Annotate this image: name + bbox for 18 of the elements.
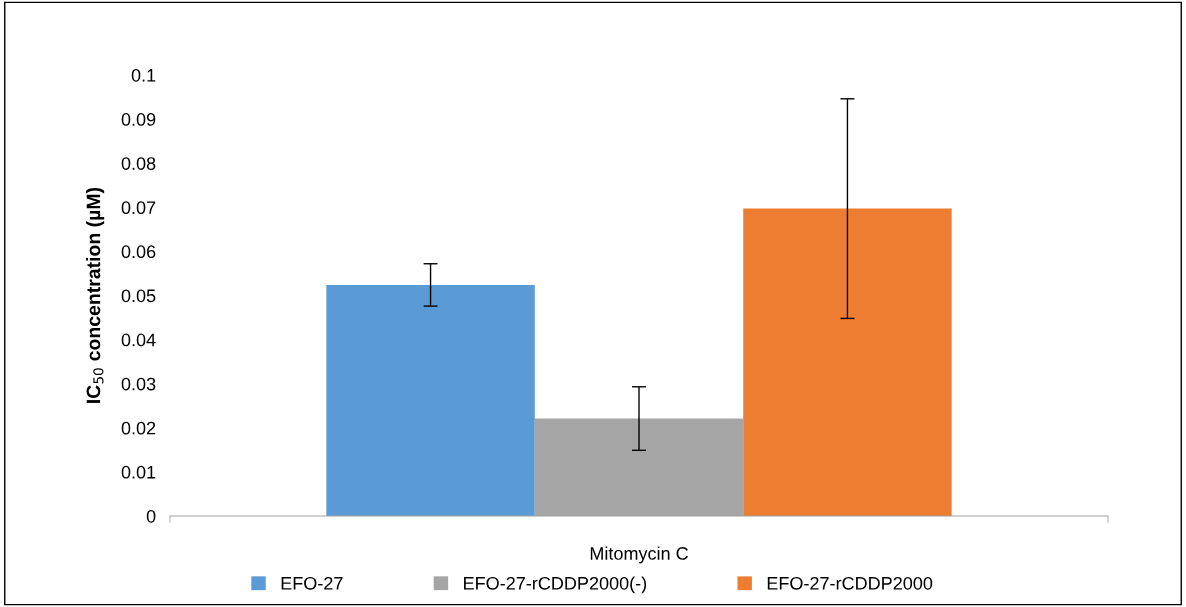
x-tick-label: Mitomycin C [590,546,688,564]
y-tick-label: 0.06 [121,245,156,259]
y-axis-title: IC$_{50}$ concentration (µM) [86,187,105,403]
y-tick-label: 0 [146,509,156,523]
bar [326,284,535,516]
y-tick-label: 0.03 [121,377,156,391]
y-tick-label: 0.07 [121,201,156,215]
legend-label: EFO-27 [281,576,343,590]
legend-label: EFO-27-rCDDP2000(-) [464,576,647,594]
y-tick-label: 0.04 [121,333,156,347]
y-tick-label: 0.09 [121,113,156,126]
legend-label: EFO-27-rCDDP2000 [767,576,933,590]
y-tick-label: 0.05 [121,289,156,303]
y-tick-label: 0.02 [121,421,156,435]
bar [743,208,952,516]
y-tick-label: 0.08 [121,157,156,170]
y-tick-label: 0.1 [131,68,156,82]
y-tick-label: 0.01 [121,465,156,479]
